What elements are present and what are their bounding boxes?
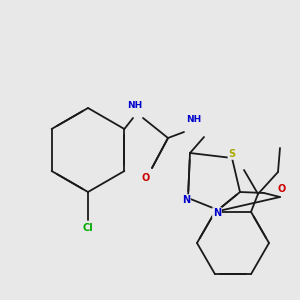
Text: O: O (142, 173, 150, 183)
Text: Cl: Cl (82, 223, 93, 233)
Text: NH: NH (186, 116, 202, 124)
Text: N: N (182, 195, 190, 205)
Text: NH: NH (128, 101, 142, 110)
Text: S: S (228, 149, 236, 159)
Text: O: O (278, 184, 286, 194)
Text: N: N (213, 208, 221, 218)
